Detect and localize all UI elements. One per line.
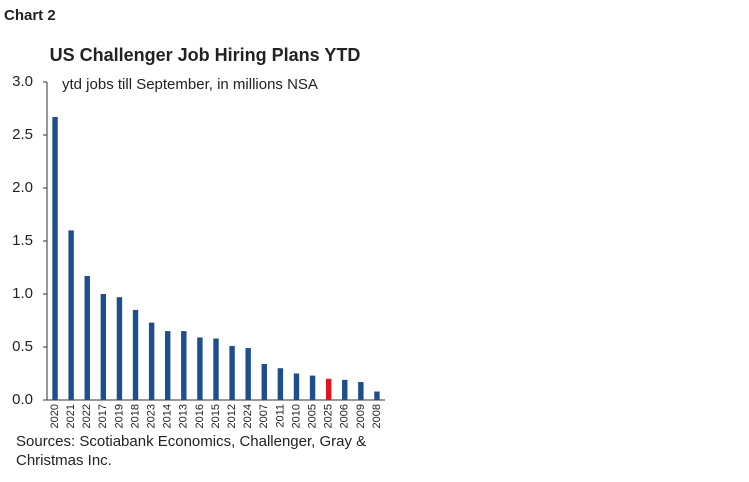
bar — [229, 345, 235, 400]
bar — [181, 331, 187, 400]
x-tick-label: 2006 — [339, 404, 351, 428]
x-tick-label: 2024 — [242, 404, 254, 428]
bar — [84, 275, 90, 400]
x-tick-label: 2016 — [194, 404, 206, 428]
bar — [325, 378, 332, 400]
x-tick-label: 2018 — [129, 404, 141, 428]
bar — [245, 348, 251, 400]
x-tick-label: 2022 — [81, 404, 93, 428]
chart-subtitle: ytd jobs till September, in millions NSA — [62, 76, 318, 93]
y-tick-label: 3.0 — [12, 73, 33, 90]
x-tick-label: 2013 — [178, 404, 190, 428]
x-tick-label: 2009 — [355, 404, 367, 428]
x-tick-label: 2020 — [49, 404, 61, 428]
y-tick-label: 1.5 — [12, 232, 33, 249]
bar — [213, 338, 219, 400]
y-tick-label: 0.0 — [12, 391, 33, 408]
bar — [132, 309, 139, 400]
x-tick-label: 2010 — [290, 404, 302, 428]
bar — [342, 379, 348, 400]
source-note: Sources: Scotiabank Economics, Challenge… — [16, 433, 367, 469]
bar — [309, 375, 316, 400]
page-header: Chart 2 — [4, 7, 56, 24]
y-tick-label: 2.5 — [12, 126, 33, 143]
x-tick-label: 2021 — [65, 404, 77, 428]
x-tick-label: 2005 — [306, 404, 318, 428]
x-tick-label: 2012 — [226, 404, 238, 428]
y-tick-label: 0.5 — [12, 338, 33, 355]
bar — [165, 331, 171, 400]
x-tick-label: 2019 — [113, 404, 125, 428]
chart-title: US Challenger Job Hiring Plans YTD — [50, 45, 361, 65]
x-tick-label: 2014 — [162, 404, 174, 428]
bar — [374, 391, 380, 400]
x-tick-label: 2008 — [371, 404, 383, 428]
bar — [52, 116, 58, 400]
y-tick-label: 1.0 — [12, 285, 33, 302]
bar — [293, 373, 300, 400]
bar — [358, 381, 364, 400]
x-tick-label: 2025 — [323, 404, 335, 428]
bar — [116, 297, 123, 400]
x-tick-label: 2023 — [146, 404, 158, 428]
x-tick-label: 2011 — [274, 404, 286, 428]
bar — [277, 368, 284, 400]
bar — [197, 337, 203, 400]
y-tick-label: 2.0 — [12, 179, 33, 196]
x-tick-label: 2015 — [210, 404, 222, 428]
bar — [68, 230, 74, 400]
bar — [261, 363, 267, 400]
x-tick-label: 2007 — [258, 404, 270, 428]
bar — [100, 294, 107, 400]
bar — [148, 322, 155, 400]
x-tick-label: 2017 — [97, 404, 109, 428]
